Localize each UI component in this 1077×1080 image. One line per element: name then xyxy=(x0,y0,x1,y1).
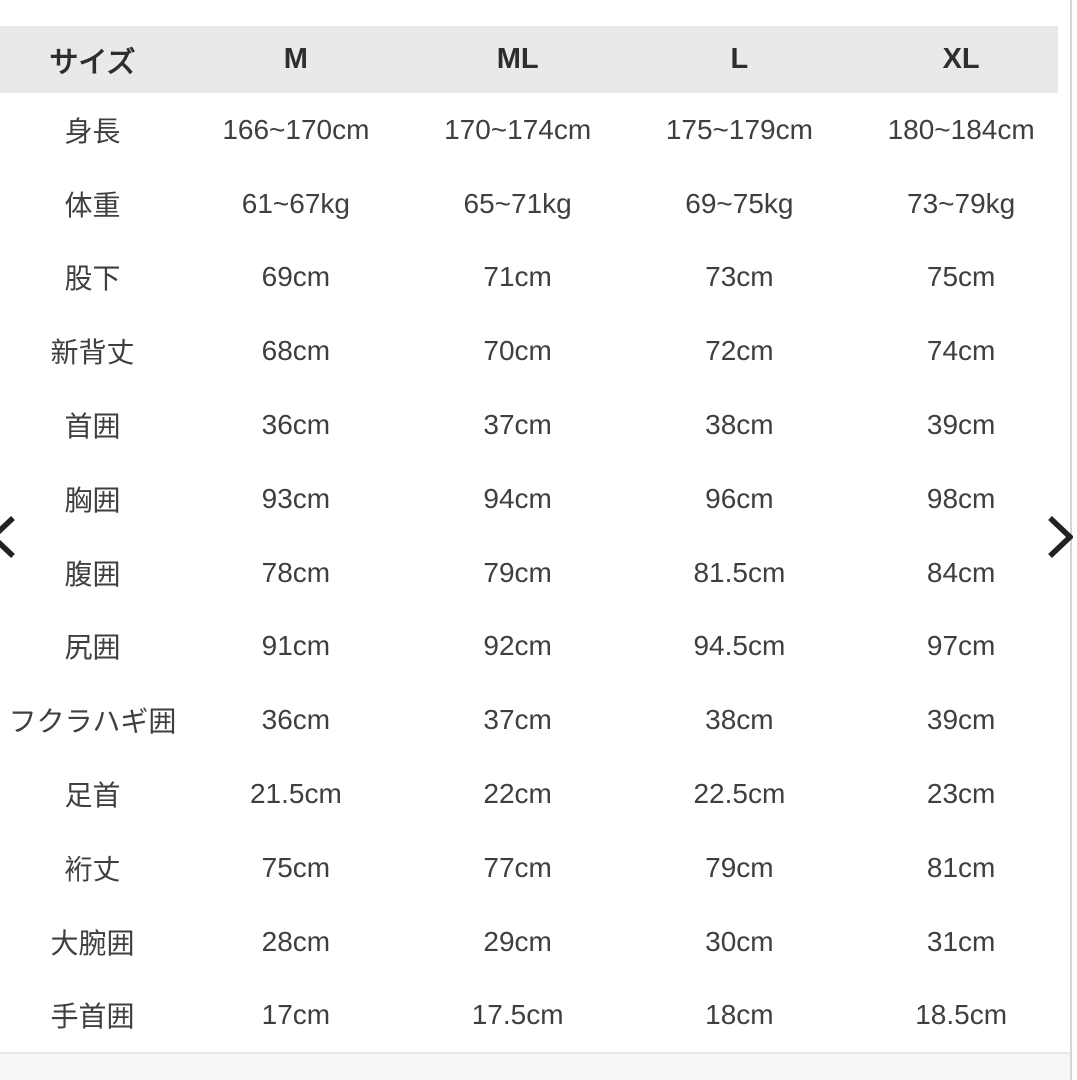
row-value: 81.5cm xyxy=(693,556,786,588)
row-value: 31cm xyxy=(926,925,996,957)
row-value: 39cm xyxy=(926,409,996,441)
column-header-size: サイズ xyxy=(49,46,136,79)
row-value: 75cm xyxy=(926,261,996,293)
table-row: 体重 61~67kg 65~71kg 69~75kg 73~79kg xyxy=(0,167,1072,241)
row-value: 170~174cm xyxy=(444,113,592,145)
row-value: 91cm xyxy=(261,630,331,662)
column-header-m: M xyxy=(283,43,308,75)
row-value: 61~67kg xyxy=(241,187,350,219)
column-header-l: L xyxy=(730,43,749,75)
row-value: 77cm xyxy=(483,851,552,883)
row-value: 166~170cm xyxy=(222,113,370,145)
next-section-edge xyxy=(0,1052,1071,1080)
chevron-right-icon xyxy=(1048,516,1073,558)
chevron-left-icon xyxy=(0,516,15,558)
row-value: 38cm xyxy=(705,409,774,441)
row-label: 胸囲 xyxy=(64,484,121,516)
row-label: 大腕囲 xyxy=(50,927,135,959)
row-value: 37cm xyxy=(483,409,552,441)
row-value: 94cm xyxy=(483,482,552,514)
row-label: フクラハギ囲 xyxy=(8,706,177,738)
row-value: 69~75kg xyxy=(685,187,794,219)
size-table: サイズ M ML L XL 身長 166~170cm 170~174cm 175… xyxy=(0,26,1072,1052)
row-label: 腹囲 xyxy=(64,558,121,590)
row-value: 94.5cm xyxy=(693,630,786,662)
row-value: 73~79kg xyxy=(907,187,1016,219)
row-value: 97cm xyxy=(926,630,996,662)
row-value: 78cm xyxy=(261,556,331,588)
row-label: 足首 xyxy=(64,780,121,812)
row-label: 手首囲 xyxy=(50,1001,135,1033)
row-label: 首囲 xyxy=(64,411,121,443)
table-row: 裄丈 75cm 77cm 79cm 81cm xyxy=(0,831,1072,905)
row-value: 71cm xyxy=(483,261,552,293)
row-value: 36cm xyxy=(261,704,331,736)
table-row: 首囲 36cm 37cm 38cm 39cm xyxy=(0,388,1072,462)
row-value: 18.5cm xyxy=(915,999,1008,1031)
row-value: 79cm xyxy=(705,851,774,883)
table-row: 手首囲 17cm 17.5cm 18cm 18.5cm xyxy=(0,979,1072,1053)
row-value: 65~71kg xyxy=(463,187,572,219)
row-value: 84cm xyxy=(926,556,996,588)
page-edge-divider xyxy=(1070,0,1072,1080)
row-value: 68cm xyxy=(261,335,331,367)
row-value: 28cm xyxy=(261,925,331,957)
row-value: 96cm xyxy=(705,482,774,514)
row-value: 70cm xyxy=(483,335,552,367)
table-row: 股下 69cm 71cm 73cm 75cm xyxy=(0,241,1072,315)
carousel-prev-button[interactable] xyxy=(0,515,16,559)
table-row: 新背丈 68cm 70cm 72cm 74cm xyxy=(0,314,1072,388)
row-value: 98cm xyxy=(926,482,996,514)
table-row: 腹囲 78cm 79cm 81.5cm 84cm xyxy=(0,536,1072,610)
row-label: 体重 xyxy=(64,189,121,221)
table-row: 胸囲 93cm 94cm 96cm 98cm xyxy=(0,462,1072,536)
row-value: 69cm xyxy=(261,261,331,293)
row-value: 92cm xyxy=(483,630,552,662)
column-header-ml: ML xyxy=(496,43,539,75)
row-value: 37cm xyxy=(483,704,552,736)
row-value: 29cm xyxy=(483,925,552,957)
row-label: 股下 xyxy=(64,263,121,295)
row-label: 身長 xyxy=(64,115,121,147)
table-body: 身長 166~170cm 170~174cm 175~179cm 180~184… xyxy=(0,93,1072,1052)
row-value: 180~184cm xyxy=(887,113,1035,145)
table-row: 足首 21.5cm 22cm 22.5cm 23cm xyxy=(0,757,1072,831)
carousel-next-button[interactable] xyxy=(1047,515,1073,559)
table-row: 尻囲 91cm 92cm 94.5cm 97cm xyxy=(0,610,1072,684)
row-value: 17.5cm xyxy=(471,999,564,1031)
row-value: 36cm xyxy=(261,409,331,441)
table-header-row: サイズ M ML L XL xyxy=(0,26,1072,93)
row-value: 21.5cm xyxy=(249,778,342,810)
row-value: 175~179cm xyxy=(665,113,813,145)
row-value: 93cm xyxy=(261,482,331,514)
table-row: 大腕囲 28cm 29cm 30cm 31cm xyxy=(0,905,1072,979)
row-value: 39cm xyxy=(926,704,996,736)
row-value: 74cm xyxy=(926,335,996,367)
row-value: 17cm xyxy=(261,999,331,1031)
row-value: 38cm xyxy=(705,704,774,736)
row-value: 23cm xyxy=(926,778,996,810)
column-header-xl: XL xyxy=(942,43,980,75)
table-row: フクラハギ囲 36cm 37cm 38cm 39cm xyxy=(0,683,1072,757)
row-value: 73cm xyxy=(705,261,774,293)
row-value: 79cm xyxy=(483,556,552,588)
row-label: 裄丈 xyxy=(64,853,121,885)
table-row: 身長 166~170cm 170~174cm 175~179cm 180~184… xyxy=(0,93,1072,167)
row-value: 75cm xyxy=(261,851,331,883)
row-label: 尻囲 xyxy=(64,632,121,664)
row-value: 81cm xyxy=(926,851,996,883)
row-value: 22.5cm xyxy=(693,778,786,810)
row-label: 新背丈 xyxy=(50,337,135,369)
row-value: 22cm xyxy=(483,778,552,810)
row-value: 18cm xyxy=(705,999,774,1031)
row-value: 30cm xyxy=(705,925,774,957)
row-value: 72cm xyxy=(705,335,774,367)
